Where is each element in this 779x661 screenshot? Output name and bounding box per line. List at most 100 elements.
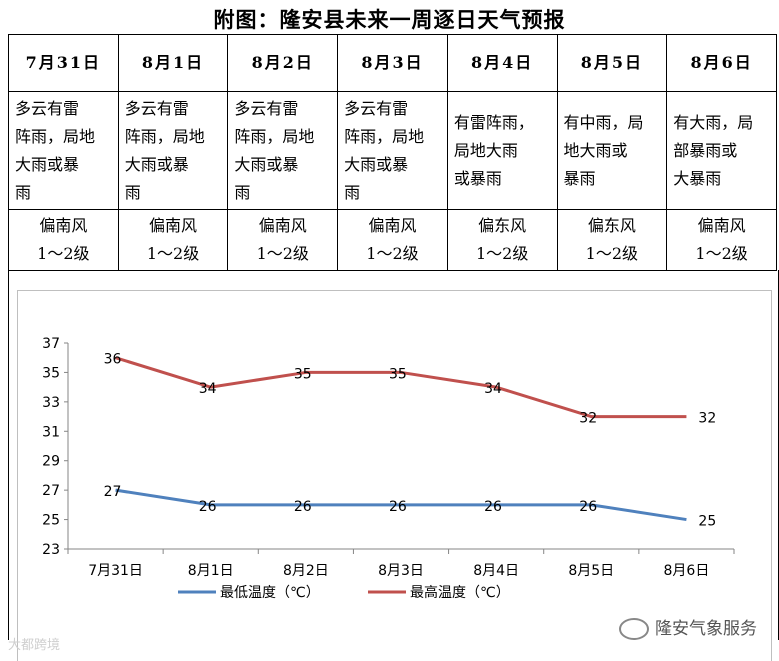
weather-line: 雨 — [344, 182, 361, 202]
weather-line: 暴雨 — [563, 168, 596, 188]
weather-cell: 多云有雷 阵雨，局地 大雨或暴雨 — [117, 91, 229, 210]
wind-direction: 偏南风 — [39, 216, 88, 235]
data-label: 27 — [104, 484, 122, 500]
watermark-right: 隆安气象服务 — [619, 614, 757, 640]
watermark-left: 大都跨境 — [8, 638, 61, 653]
date-cell: 8月6日 — [666, 34, 777, 92]
y-tick-label: 35 — [42, 365, 60, 381]
x-tick-label: 8月1日 — [188, 563, 234, 579]
wind-direction: 偏南风 — [697, 216, 746, 235]
x-tick-label: 8月4日 — [473, 563, 519, 579]
weather-row: 多云有雷阵雨，局地大雨或暴雨 多云有雷阵雨，局地大雨或暴雨 多云有雷阵雨，局地大… — [8, 91, 777, 210]
wind-level: 1～2级 — [585, 244, 639, 263]
date-cell: 7月31日 — [8, 34, 119, 92]
wind-row: 偏南风 1～2级 偏南风 1～2级 偏南风 1～2级 偏南风 1～2级 偏东风 1～2级 … — [8, 209, 777, 271]
y-tick-label: 23 — [42, 542, 60, 558]
date-cell: 8月2日 — [227, 34, 339, 92]
data-label: 34 — [199, 381, 217, 397]
wind-cell: 偏东风 1～2级 — [556, 209, 668, 271]
wind-direction: 偏东风 — [478, 216, 527, 235]
weather-line: 地大雨或 — [563, 140, 628, 160]
date-cell: 8月1日 — [117, 34, 229, 92]
data-label: 35 — [389, 366, 407, 382]
page-title: 附图：隆安县未来一周逐日天气预报 — [213, 7, 566, 32]
forecast-table: 7月31日 8月1日 8月2日 8月3日 8月4日 8月5日 8月6日 多云有雷… — [8, 34, 777, 271]
y-tick-label: 33 — [42, 395, 60, 411]
legend-label: 最高温度（℃） — [410, 584, 510, 601]
weather-line: 大雨或暴 — [344, 154, 409, 174]
wind-cell: 偏南风 1～2级 — [337, 209, 448, 271]
wind-direction: 偏南风 — [258, 216, 307, 235]
y-tick-label: 37 — [42, 336, 60, 352]
weather-line: 多云有雷 — [124, 98, 189, 118]
weather-line: 大雨或暴 — [15, 154, 80, 174]
wind-level: 1～2级 — [366, 244, 419, 263]
date-cell: 8月5日 — [556, 34, 668, 92]
weather-line: 大暴雨 — [673, 168, 722, 188]
weather-cell: 多云有雷阵雨，局地大雨或暴雨 — [337, 91, 448, 210]
y-tick-label: 31 — [42, 424, 60, 440]
weather-line: 局地大雨 — [453, 140, 518, 160]
y-tick-label: 29 — [42, 454, 60, 470]
weather-line: 大雨或暴 — [124, 154, 189, 174]
chart-area: 23 25 27 29 31 33 35 37 7月31日 8月1日 8月2日 8月3日 8月4日 8月5… — [17, 290, 772, 661]
wind-cell: 偏南风 1～2级 — [8, 209, 119, 271]
x-tick-label: 8月5日 — [568, 563, 614, 579]
data-label: 36 — [104, 352, 122, 368]
weather-line: 多云有雷 — [234, 98, 299, 118]
date-row: 7月31日 8月1日 8月2日 8月3日 8月4日 8月5日 8月6日 — [8, 34, 777, 92]
weather-line: 有大雨，局 — [673, 112, 754, 132]
date-cell: 8月3日 — [337, 34, 448, 92]
weather-line: 阵雨，局地 — [344, 126, 425, 146]
data-label: 34 — [484, 381, 502, 397]
data-label: 26 — [199, 499, 217, 515]
wind-level: 1～2级 — [146, 244, 200, 263]
data-label: 25 — [698, 514, 716, 530]
temperature-line-chart: 23 25 27 29 31 33 35 37 7月31日 8月1日 8月2日 8月3日 8月4日 8月5… — [42, 336, 735, 601]
weather-line: 阵雨，局地 — [234, 126, 315, 146]
wind-cell: 偏南风 1～2级 — [117, 209, 229, 271]
weather-cell: 有中雨，局地大雨或暴雨 — [556, 91, 668, 210]
wind-cell: 偏南风 1～2级 — [227, 209, 339, 271]
data-label: 32 — [698, 411, 716, 427]
wechat-logo-icon — [619, 618, 649, 640]
data-label: 26 — [389, 499, 407, 515]
series-line — [115, 356, 687, 419]
legend-label: 最低温度（℃） — [220, 585, 320, 601]
wind-level: 1～2级 — [37, 244, 90, 263]
x-tick-label: 7月31日 — [88, 563, 143, 579]
weather-line: 多云有雷 — [344, 98, 409, 118]
wind-cell: 偏东风 1～2级 — [446, 209, 558, 271]
wind-level: 1～2级 — [695, 244, 748, 263]
wind-cell: 偏南风 1～2级 — [666, 209, 777, 271]
y-tick-label: 25 — [42, 513, 60, 529]
data-label: 26 — [579, 499, 597, 515]
wind-level: 1～2级 — [256, 244, 309, 263]
x-tick-label: 8月2日 — [283, 563, 329, 579]
data-label: 26 — [484, 499, 502, 515]
weather-line: 或暴雨 — [453, 168, 502, 188]
weather-cell: 多云有雷阵雨，局地大雨或暴雨 — [227, 91, 339, 210]
weather-line: 雨 — [15, 182, 32, 202]
weather-line: 大雨或暴 — [234, 154, 299, 174]
wind-direction: 偏南风 — [368, 216, 417, 235]
chart-frame: 23 25 27 29 31 33 35 37 7月31日 8月1日 8月2日 8月3日 8月4日 8月5… — [8, 270, 779, 661]
weather-cell: 有雷阵雨， 局地大雨或暴雨 — [446, 91, 558, 210]
weather-line: 多云有雷 — [15, 98, 80, 118]
x-tick-label: 8月6日 — [664, 563, 710, 579]
weather-line: 阵雨，局地 — [15, 126, 96, 146]
series-line — [115, 488, 687, 522]
y-tick-label: 27 — [42, 483, 60, 499]
weather-cell: 有大雨，局部暴雨或大暴雨 — [666, 91, 777, 210]
wind-level: 1～2级 — [475, 244, 529, 263]
date-cell: 8月4日 — [446, 34, 558, 92]
data-label: 35 — [294, 366, 312, 382]
weather-line: 阵雨，局地 — [124, 126, 205, 146]
weather-line: 有中雨，局 — [563, 112, 644, 132]
wind-direction: 偏南风 — [149, 216, 198, 235]
weather-line: 部暴雨或 — [673, 140, 738, 160]
weather-line: 有雷阵雨， — [453, 112, 534, 132]
weather-line: 雨 — [234, 182, 251, 202]
data-label: 32 — [579, 411, 597, 427]
wind-direction: 偏东风 — [587, 216, 636, 235]
